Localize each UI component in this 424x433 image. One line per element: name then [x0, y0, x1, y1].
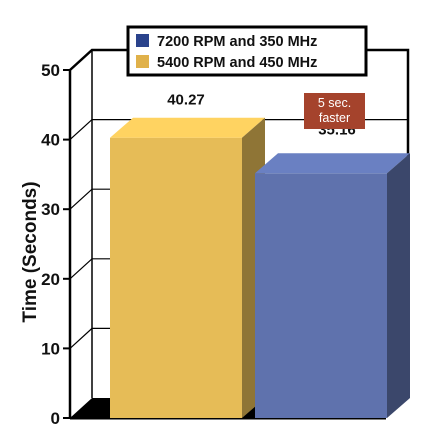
y-tick-label: 40: [41, 131, 60, 150]
bars: [110, 117, 410, 419]
y-tick-label: 30: [41, 200, 60, 219]
bar-front: [255, 173, 387, 418]
bar-front: [110, 137, 242, 418]
bar-side: [387, 153, 410, 418]
legend-swatch-5400rpm: [136, 55, 149, 68]
legend-swatch-7200rpm: [136, 34, 149, 47]
annotation-line-2: faster: [319, 111, 350, 125]
legend-label-5400rpm: 5400 RPM and 450 MHz: [157, 55, 317, 71]
bar-7200rpm: [255, 153, 410, 418]
legend-box: [126, 25, 368, 77]
gridline: [69, 118, 408, 141]
bar-top: [110, 117, 265, 138]
bar-5400rpm: [110, 117, 265, 419]
legend-label-7200rpm: 7200 RPM and 350 MHz: [157, 34, 317, 50]
y-tick-labels: 0 10 20 30 40 50: [41, 61, 70, 428]
y-tick-label: 20: [41, 270, 60, 289]
legend: 7200 RPM and 350 MHz 5400 RPM and 450 MH…: [126, 25, 368, 77]
y-axis-label: Time (Seconds): [20, 181, 41, 322]
y-tick-label: 50: [41, 61, 60, 80]
annotation-box: [304, 93, 365, 129]
annotation-line-1: 5 sec.: [318, 96, 351, 110]
faster-annotation: 5 sec. faster: [304, 93, 365, 129]
y-tick-label: 10: [41, 339, 60, 358]
y-tick-label: 0: [51, 409, 60, 428]
bar-top: [255, 153, 410, 174]
value-label: 40.27: [167, 92, 205, 109]
